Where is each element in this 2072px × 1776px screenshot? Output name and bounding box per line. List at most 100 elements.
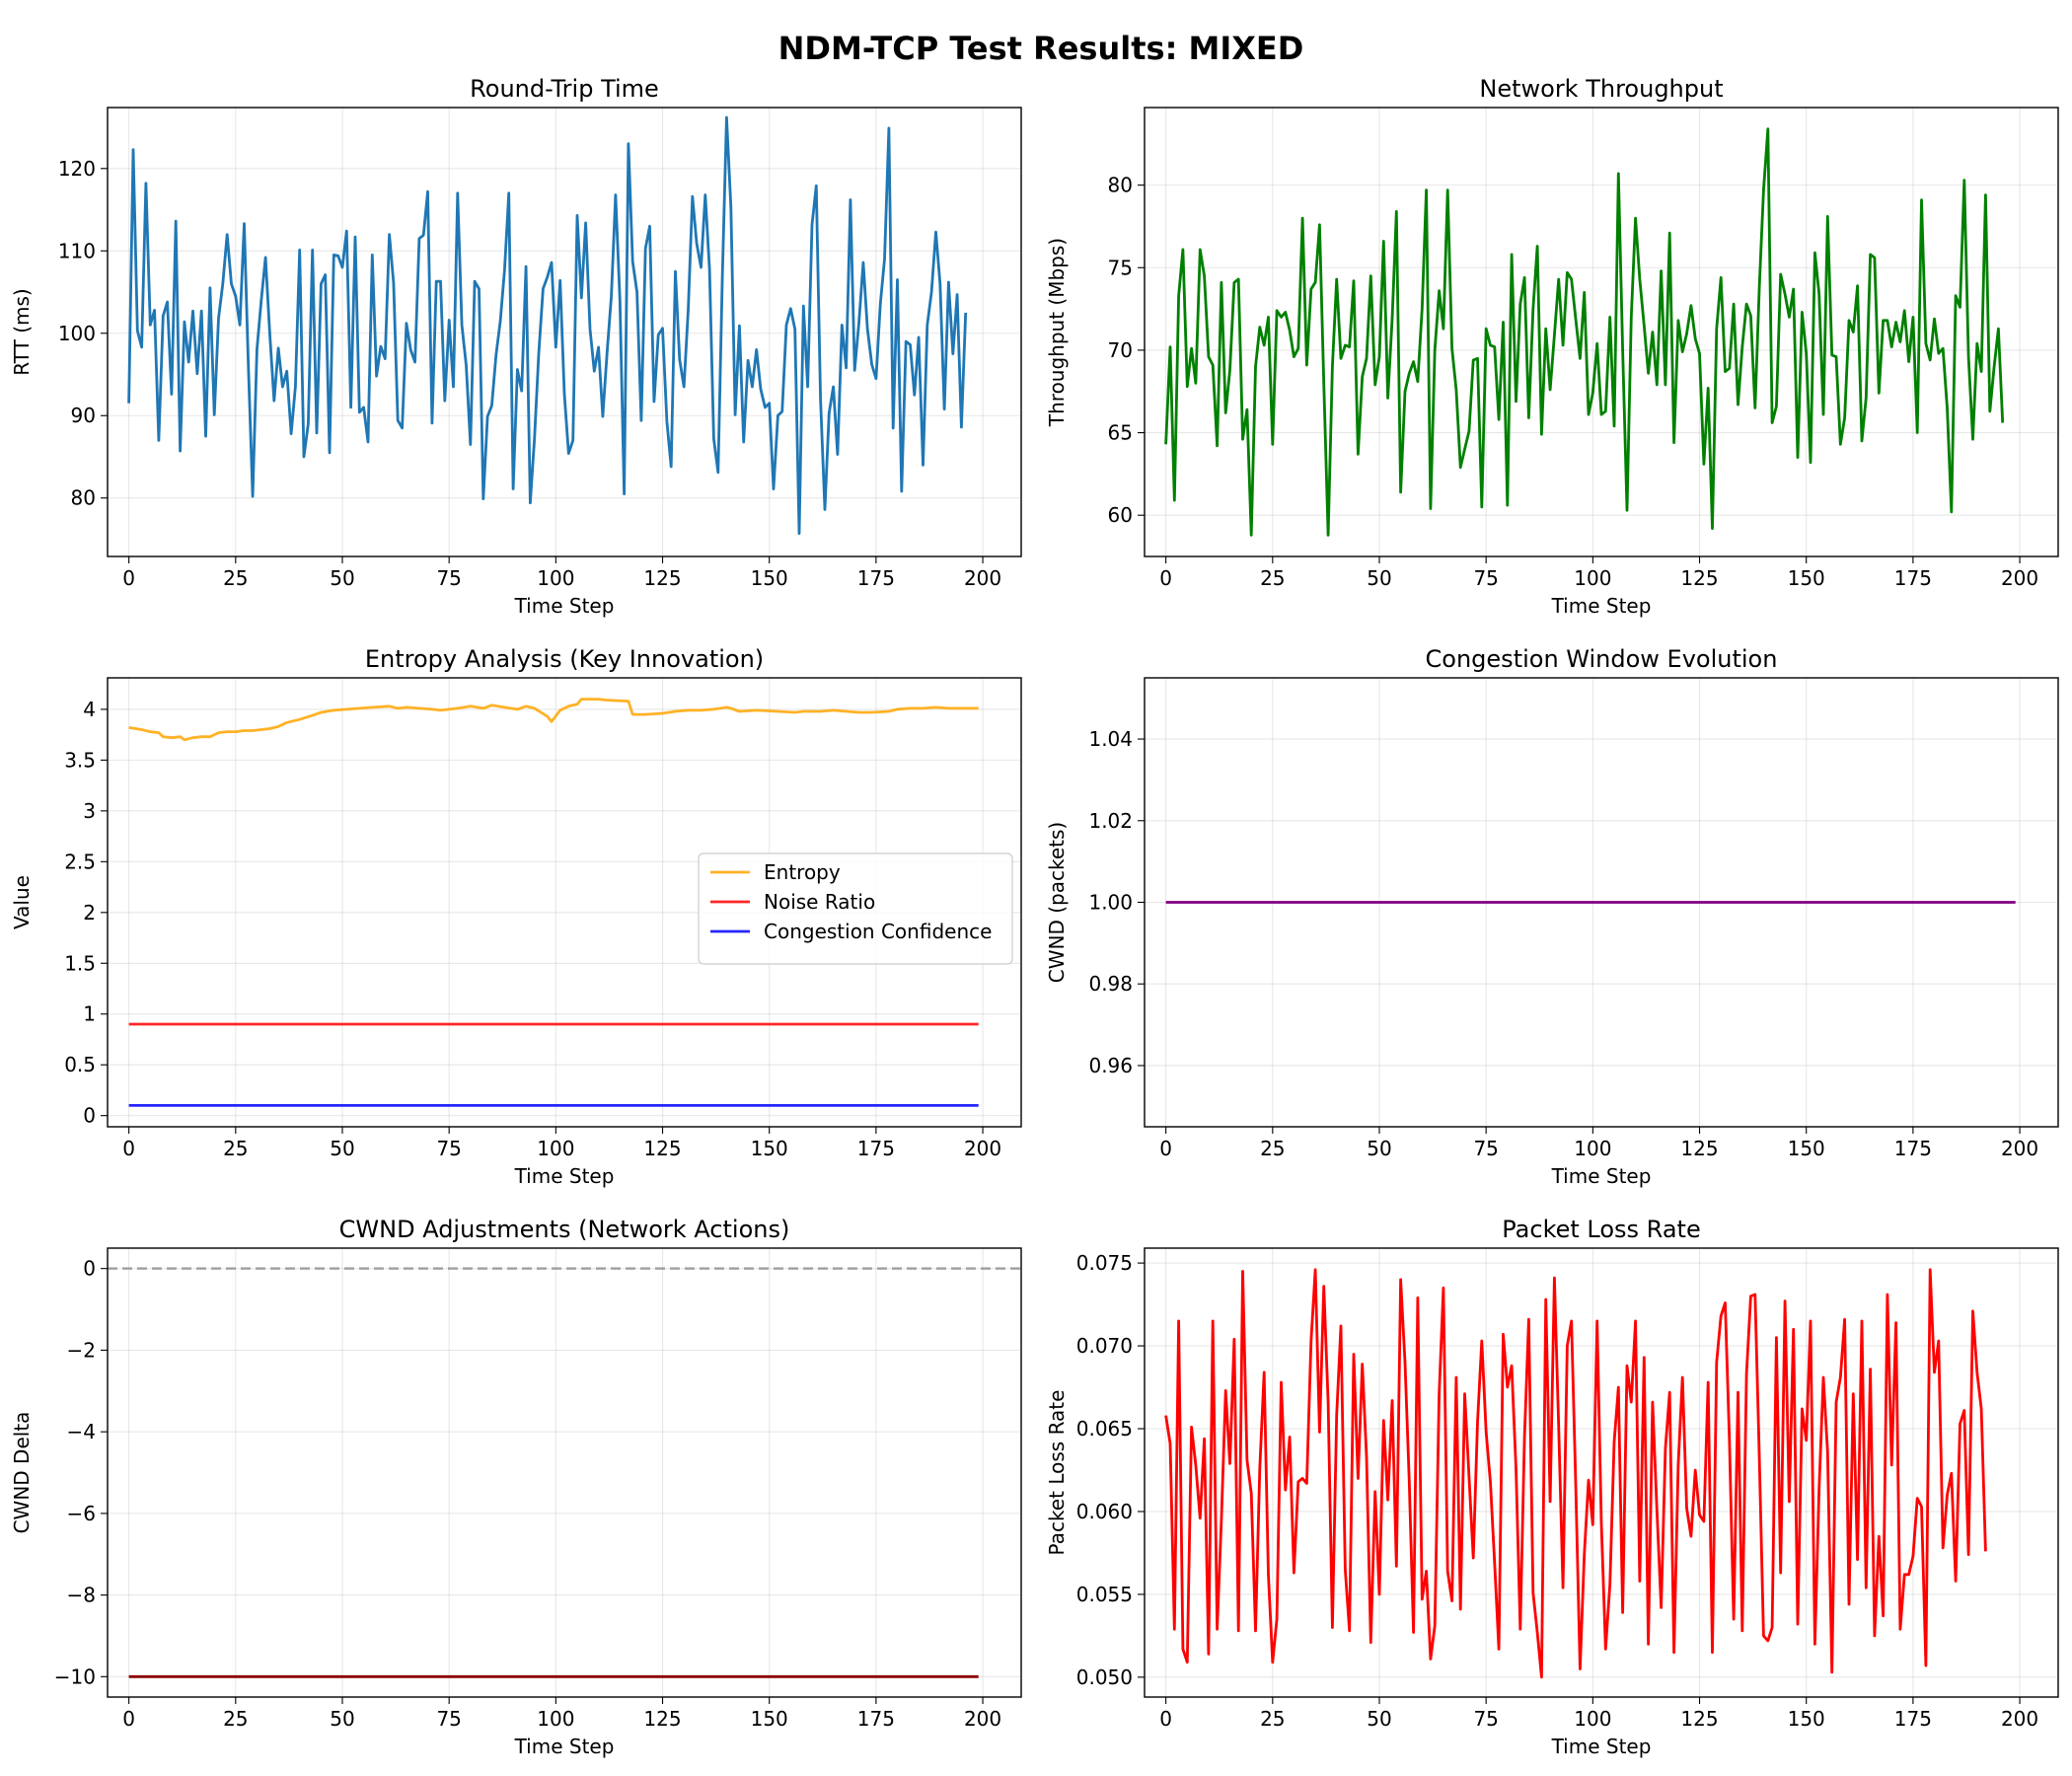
y-axis-label: CWND Delta [10,1412,34,1534]
y-tick-label: 110 [58,239,96,262]
plot-area [108,1248,1021,1697]
x-tick-label: 100 [1574,1707,1611,1731]
axes-frame [107,1247,1022,1698]
x-tick-label: 175 [1894,566,1932,590]
y-tick-label: −4 [67,1420,96,1443]
legend-label: Congestion Confidence [764,920,992,943]
x-tick-label: 50 [1367,566,1391,590]
x-tick-label: 200 [964,566,1001,590]
y-axis-label: Packet Loss Rate [1045,1390,1069,1556]
x-axis-label: Time Step [1551,594,1652,618]
y-tick-label: 65 [1108,421,1133,445]
x-tick-label: 75 [1473,566,1498,590]
axes-frame [1144,677,2059,1128]
x-axis-label: Time Step [1551,1735,1652,1758]
y-tick-label: 1.02 [1088,809,1133,833]
x-tick-label: 25 [1260,1137,1285,1160]
x-tick-label: 50 [1367,1137,1391,1160]
plot-area [108,108,1021,556]
x-tick-label: 50 [330,1707,354,1731]
x-tick-label: 150 [1788,566,1825,590]
x-tick-label: 0 [1159,1137,1172,1160]
y-tick-label: 1.5 [64,951,96,975]
y-tick-label: 0.050 [1076,1665,1133,1689]
y-axis-label: CWND (packets) [1045,822,1069,983]
x-tick-label: 150 [1788,1137,1825,1160]
legend: Entropy Noise Ratio Congestion Confidence [698,852,1013,965]
legend-label: Noise Ratio [764,890,875,914]
series-line [1164,1268,1987,1679]
x-tick-label: 100 [537,1137,574,1160]
x-tick-label: 75 [436,1707,461,1731]
axes-frame [107,107,1022,557]
x-tick-label: 25 [1260,1707,1285,1731]
subplot-6: 0 25 50 75 100 125 150 175 200 0.050 0.055 0.060 0.0… [1045,1216,2059,1758]
y-tick-label: 120 [58,157,96,181]
axes-title: Network Throughput [1479,75,1723,103]
x-tick-label: 100 [537,1707,574,1731]
y-tick-label: −6 [67,1502,96,1525]
y-tick-label: 75 [1108,256,1133,279]
axes-frame [1144,1247,2059,1698]
subplot-2: 0 25 50 75 100 125 150 175 200 60 65 70 75 80 Network … [1045,75,2059,618]
x-tick-label: 125 [643,1137,681,1160]
subplot-1: 0 25 50 75 100 125 150 175 200 80 90 100 110 120 Round… [10,75,1022,618]
x-tick-label: 0 [122,1137,135,1160]
y-tick-label: 0.060 [1076,1500,1133,1523]
x-tick-label: 100 [1574,1137,1611,1160]
x-tick-label: 0 [1159,566,1172,590]
x-tick-label: 50 [1367,1707,1391,1731]
x-tick-label: 150 [751,1137,788,1160]
y-tick-label: −10 [54,1665,96,1688]
x-tick-label: 200 [2001,1707,2038,1731]
legend-box [698,852,1013,965]
y-tick-label: 0 [83,1104,96,1128]
x-axis-label: Time Step [514,1735,615,1758]
y-tick-label: 0.5 [64,1053,96,1076]
y-tick-label: 0.98 [1088,972,1133,996]
subplot-4: 0 25 50 75 100 125 150 175 200 0.96 0.98 1.00 1.02 1.… [1045,645,2059,1188]
y-tick-label: 0 [83,1257,96,1281]
x-tick-label: 175 [1894,1137,1932,1160]
x-tick-label: 175 [857,566,895,590]
axes-title: Packet Loss Rate [1502,1216,1700,1243]
x-tick-label: 200 [964,1137,1001,1160]
x-tick-label: 150 [751,566,788,590]
axes-frame [1144,107,2059,557]
x-tick-label: 175 [857,1707,895,1731]
y-tick-label: 2 [83,901,96,925]
x-tick-label: 200 [2001,1137,2038,1160]
x-axis-label: Time Step [514,594,615,618]
figure-title: NDM-TCP Test Results: MIXED [778,30,1304,67]
axes-title: Entropy Analysis (Key Innovation) [365,645,764,673]
series-line-entropy [128,698,979,742]
x-tick-label: 100 [1574,566,1611,590]
x-tick-label: 150 [1788,1707,1825,1731]
y-tick-label: 80 [71,486,96,510]
plot-area [1145,108,2058,556]
subplot-grid: 0 25 50 75 100 125 150 175 2008090100110120Round… [10,75,2059,1758]
y-tick-label: 0.070 [1076,1334,1133,1358]
y-tick-label: 100 [58,322,96,345]
y-tick-label: 1.04 [1088,727,1133,751]
x-tick-label: 200 [2001,566,2038,590]
x-tick-label: 125 [1680,1707,1718,1731]
x-tick-label: 175 [857,1137,895,1160]
subplot-3: 0 25 50 75 100 125 150 175 200 0 0.5 1 1.5 2 2.5 3 3.5 4 E… [10,645,1022,1188]
x-tick-label: 125 [1680,566,1718,590]
x-tick-label: 25 [223,1707,248,1731]
x-tick-label: 0 [1159,1707,1172,1731]
series-line [1164,127,2005,537]
y-tick-label: 1 [83,1002,96,1026]
x-tick-label: 0 [122,566,135,590]
y-tick-label: 1.00 [1088,891,1133,915]
subplot-5: 0 25 50 75 100 125 150 175 200 0 −2 −4 −6 −8 −10 CWND A… [10,1216,1022,1758]
y-tick-label: 2.5 [64,850,96,873]
x-tick-label: 25 [223,566,248,590]
axes-title: CWND Adjustments (Network Actions) [339,1216,790,1243]
y-tick-label: 90 [71,404,96,427]
x-tick-label: 75 [1473,1137,1498,1160]
x-tick-label: 125 [643,566,681,590]
y-axis-label: Value [10,875,34,929]
